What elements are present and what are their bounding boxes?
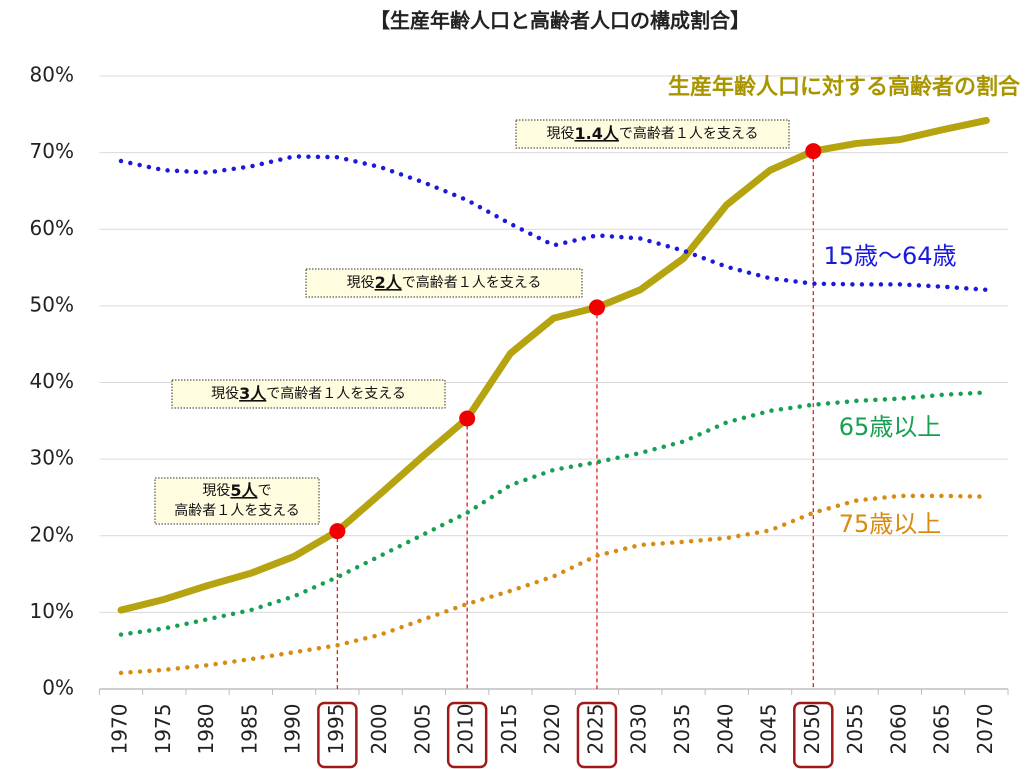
highlight-point: [588, 299, 605, 316]
highlight-point: [459, 410, 476, 427]
x-tick-label: 2060: [886, 704, 910, 755]
y-tick-label: 20%: [30, 522, 74, 546]
annotation-segment: で高齢者１人を支える: [402, 274, 542, 291]
series-line: [117, 116, 990, 614]
x-tick-label: 2055: [843, 704, 867, 755]
annotation-text: 高齢者１人を支える: [174, 502, 300, 519]
highlight-point: [329, 523, 346, 540]
annotation-segment: 高齢者１人を支える: [174, 502, 300, 519]
annotation-segment: 2人: [375, 273, 403, 292]
x-tick-label: 2025: [583, 704, 607, 755]
y-tick-label: 30%: [30, 446, 74, 470]
series-label: 65歳以上: [839, 413, 942, 441]
x-tick-label: 2050: [800, 704, 824, 755]
annotation-segment: 3人: [239, 384, 267, 403]
annotation-box: [305, 268, 583, 298]
y-tick-label: 80%: [30, 63, 74, 87]
x-tick-label: 2005: [410, 704, 434, 755]
x-tick-label: 2020: [540, 704, 564, 755]
annotation-segment: 5人: [230, 481, 258, 500]
annotation-segment: で高齢者１人を支える: [266, 385, 406, 402]
highlight-point: [805, 143, 822, 160]
y-tick-label: 0%: [42, 676, 74, 700]
y-tick-label: 70%: [30, 139, 74, 163]
annotation-text: 現役3人で高齢者１人を支える: [211, 384, 406, 403]
annotation-box: [154, 477, 320, 525]
x-tick-label: 2015: [497, 704, 521, 755]
x-tick-label: 2065: [930, 704, 954, 755]
annotation-text: 現役5人で: [202, 481, 271, 500]
highlight-box: [793, 701, 834, 769]
x-tick-label: 1975: [151, 704, 175, 755]
series-line: [118, 493, 989, 676]
annotation-segment: 現役: [547, 126, 575, 142]
highlight-box: [446, 701, 488, 769]
series-label: 75歳以上: [839, 510, 942, 538]
x-tick-label: 2045: [757, 704, 781, 755]
x-tick-label: 2035: [670, 704, 694, 755]
annotation-segment: 1.4人: [575, 124, 620, 143]
series-label: 生産年齢人口に対する高齢者の割合: [668, 74, 1021, 100]
series-line: [118, 390, 989, 637]
series-label: 15歳～64歳: [823, 242, 956, 270]
annotation-segment: で: [258, 483, 272, 499]
annotation-text: 現役1.4人で高齢者１人を支える: [547, 124, 759, 143]
x-tick-label: 2000: [367, 704, 391, 755]
x-tick-label: 2040: [713, 704, 737, 755]
x-tick-label: 1980: [194, 704, 218, 755]
x-tick-label: 2030: [627, 704, 651, 755]
y-tick-label: 40%: [30, 369, 74, 393]
x-tick-label: 1995: [324, 704, 348, 755]
x-tick-label: 1970: [108, 704, 132, 755]
x-tick-label: 1985: [237, 704, 261, 755]
x-tick-label: 2010: [454, 704, 478, 755]
x-tick-label: 2070: [973, 704, 997, 755]
chart-title: 【生産年齢人口と高齢者人口の構成割合】: [370, 9, 750, 33]
annotation-text: 現役2人で高齢者１人を支える: [347, 273, 542, 292]
highlight-box: [317, 701, 358, 769]
annotation-segment: 現役: [211, 386, 239, 402]
annotation-segment: 現役: [347, 275, 375, 291]
annotation-box: [515, 119, 790, 149]
series-line: [118, 154, 989, 293]
annotation-segment: 現役: [202, 483, 230, 499]
y-tick-label: 10%: [30, 599, 74, 623]
annotation-box: [171, 379, 446, 409]
annotation-segment: で高齢者１人を支える: [619, 125, 759, 142]
y-tick-label: 50%: [30, 292, 74, 316]
x-tick-label: 1990: [281, 704, 305, 755]
highlight-box: [576, 701, 618, 769]
y-tick-label: 60%: [30, 216, 74, 240]
